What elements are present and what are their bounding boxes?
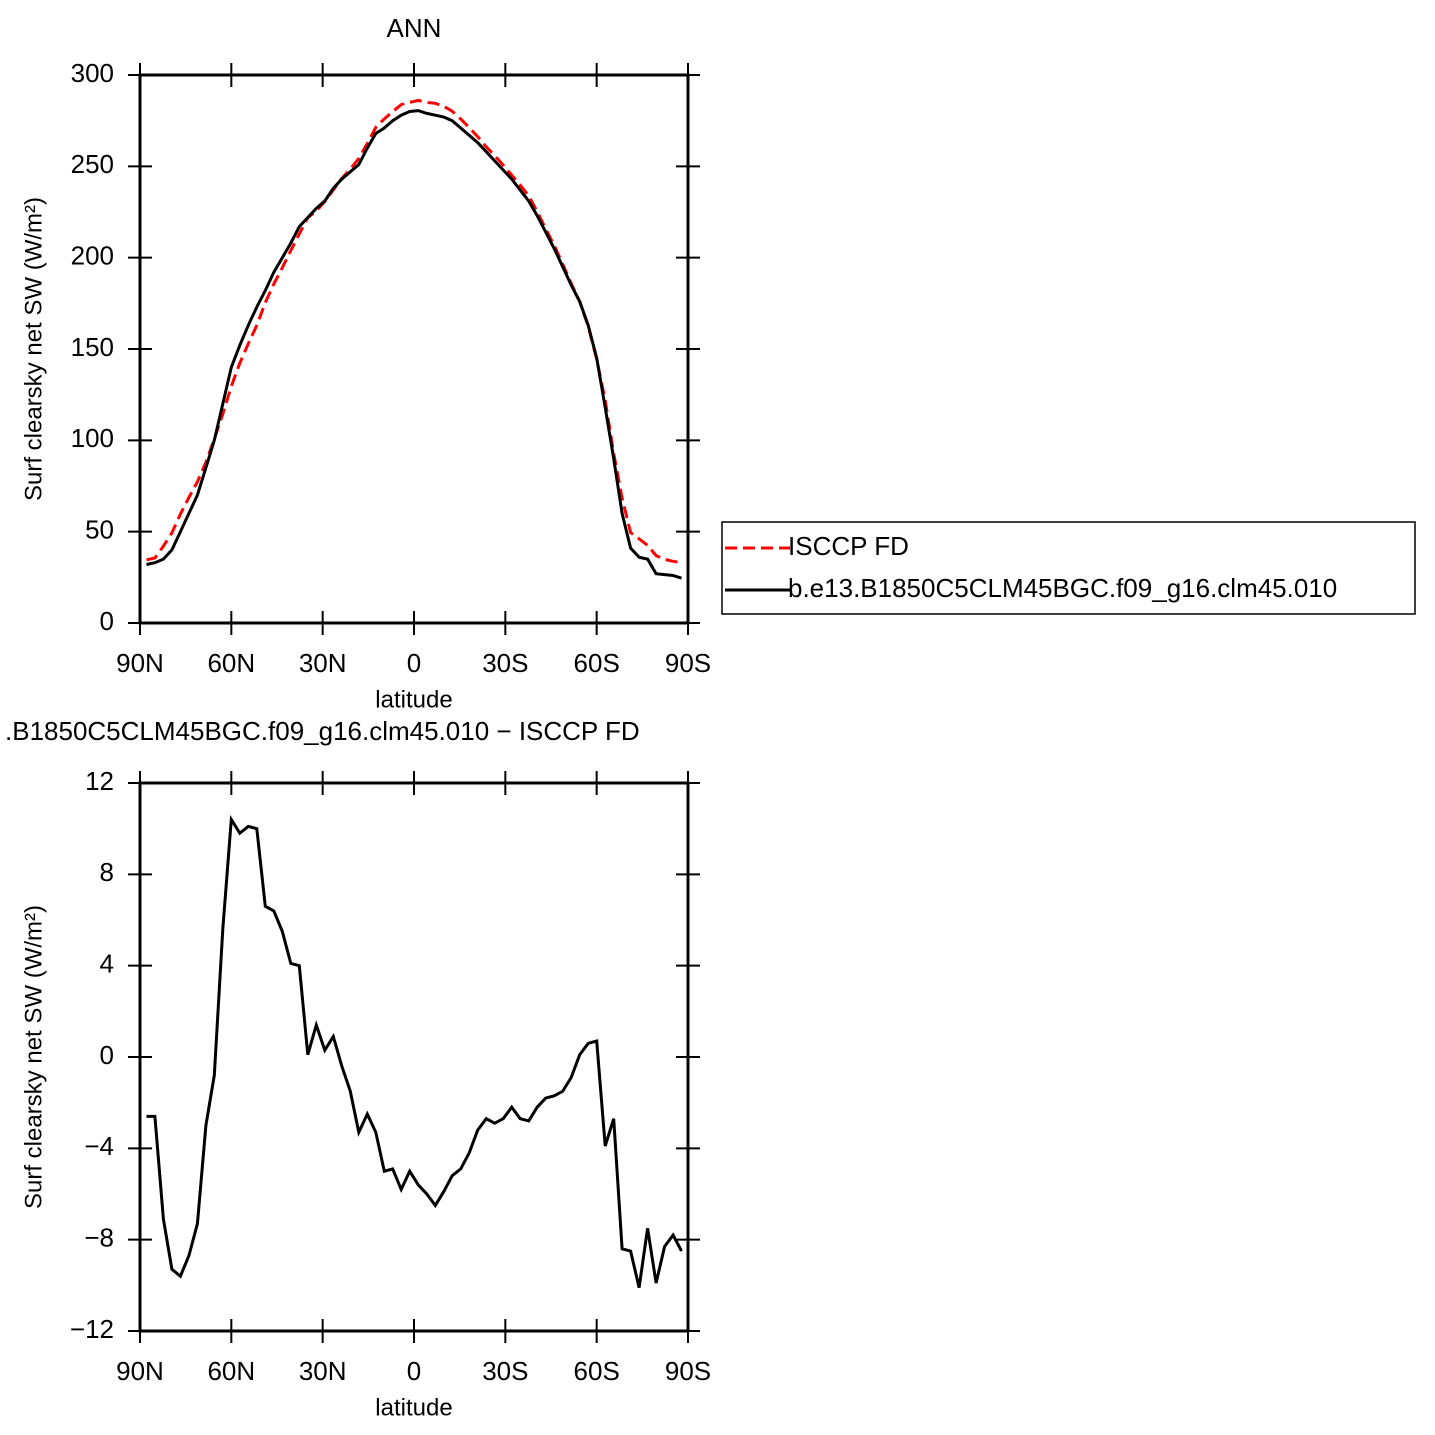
series-line <box>146 98 682 565</box>
legend-label: ISCCP FD <box>788 531 909 561</box>
legend-box <box>721 521 1416 615</box>
x-tick-label: 60N <box>207 648 255 678</box>
y-tick-label: 100 <box>71 423 114 453</box>
chart-title: ANN <box>387 13 442 43</box>
x-tick-label: 0 <box>407 648 421 678</box>
y-tick-label: 0 <box>100 606 114 636</box>
x-tick-label: 60S <box>574 648 620 678</box>
x-tick-label: 90N <box>116 1356 164 1386</box>
x-tick-label: 90S <box>665 1356 711 1386</box>
y-tick-label: −4 <box>84 1131 114 1161</box>
x-tick-label: 30N <box>299 648 347 678</box>
y-tick-label: −12 <box>70 1314 114 1344</box>
y-tick-label: 4 <box>100 949 114 979</box>
y-tick-label: 150 <box>71 332 114 362</box>
x-tick-label: 90S <box>665 648 711 678</box>
y-tick-label: 300 <box>71 58 114 88</box>
x-axis-label: latitude <box>375 1394 452 1421</box>
y-tick-label: 50 <box>85 515 114 545</box>
x-tick-label: 30S <box>482 648 528 678</box>
series-line <box>146 109 682 580</box>
y-tick-label: 250 <box>71 149 114 179</box>
y-tick-label: −8 <box>84 1223 114 1253</box>
y-axis-label: Surf clearsky net SW (W/m²) <box>20 905 47 1209</box>
x-tick-label: 0 <box>407 1356 421 1386</box>
x-axis-label: latitude <box>375 686 452 713</box>
legend: ISCCP FD b.e13.B1850C5CLM45BGC.f09_g16.cl… <box>721 521 1416 615</box>
y-tick-label: 12 <box>85 766 114 796</box>
y-tick-label: 0 <box>100 1040 114 1070</box>
x-tick-label: 90N <box>116 648 164 678</box>
x-tick-label: 30N <box>299 1356 347 1386</box>
y-axis-label: Surf clearsky net SW (W/m²) <box>20 197 47 501</box>
plot-frame <box>138 73 690 625</box>
x-tick-label: 60N <box>207 1356 255 1386</box>
chart-title: .B1850C5CLM45BGC.f09_g16.clm45.010 − ISC… <box>5 716 640 746</box>
series-line <box>146 814 683 1288</box>
y-tick-label: 200 <box>71 241 114 271</box>
plot-frame <box>138 781 690 1333</box>
legend-label: b.e13.B1850C5CLM45BGC.f09_g16.clm45.010 <box>788 573 1337 603</box>
y-tick-label: 8 <box>100 857 114 887</box>
x-tick-label: 30S <box>482 1356 528 1386</box>
x-tick-label: 60S <box>574 1356 620 1386</box>
